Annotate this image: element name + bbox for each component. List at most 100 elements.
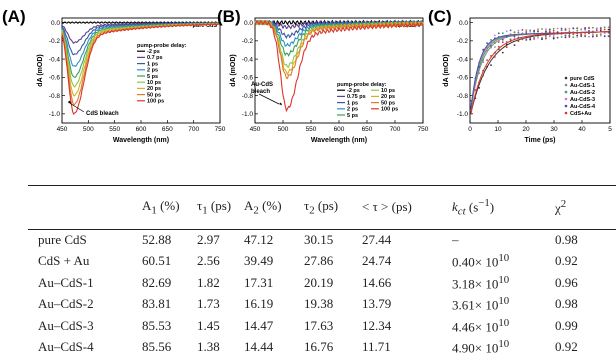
value-cell: 12.34 — [362, 315, 452, 337]
legend-entry: 2 ps — [347, 107, 358, 113]
x-tick-label: 20 — [522, 126, 530, 133]
x-tick-label: 10 — [494, 126, 502, 133]
data-point — [518, 40, 520, 42]
x-tick-label: 5 — [608, 126, 612, 133]
table-header-row: A1 (%)τ1 (ps)A2 (%)τ2 (ps)< τ > (ps)kct … — [28, 185, 595, 229]
data-point — [545, 28, 547, 30]
value-cell: 14.66 — [362, 272, 452, 294]
y-tick-label: 0.0 — [51, 20, 60, 27]
value-cell: 1.45 — [197, 315, 244, 337]
data-point — [588, 30, 590, 32]
x-tick-label: 650 — [162, 126, 173, 133]
data-point — [608, 26, 610, 28]
data-point — [553, 36, 555, 38]
y-tick-label: -0.2 — [49, 38, 61, 45]
legend-entry: 5 ps — [347, 113, 358, 119]
sample-name-cell: Au–CdS-3 — [28, 315, 142, 337]
column-header: τ2 (ps) — [304, 185, 362, 229]
data-point — [604, 26, 606, 28]
legend-entry: 50 ps — [381, 100, 395, 106]
data-point — [514, 31, 516, 33]
data-point — [569, 30, 571, 32]
annotation-arrow — [68, 102, 84, 112]
data-point — [549, 29, 551, 31]
data-point — [533, 38, 535, 40]
x-axis-title: Wavelength (nm) — [113, 137, 169, 144]
y-tick-label: -0.8 — [49, 93, 61, 100]
legend-entry: 0.75 ps — [347, 94, 366, 100]
value-cell: 30.15 — [304, 229, 362, 251]
legend-entry: 5 ps — [147, 74, 158, 80]
data-point — [510, 30, 512, 32]
data-point — [561, 34, 563, 36]
legend-marker — [565, 91, 568, 94]
legend-entry: 100 ps — [147, 99, 164, 105]
data-point — [525, 31, 527, 33]
legend-marker — [565, 98, 568, 101]
value-cell: 60.51 — [142, 251, 197, 273]
value-cell: 83.81 — [142, 294, 197, 316]
data-point — [490, 64, 492, 66]
data-point — [588, 36, 590, 38]
data-point — [565, 28, 567, 30]
x-tick-label: 30 — [550, 126, 558, 133]
value-cell: 2.56 — [197, 251, 244, 273]
value-cell: 17.63 — [304, 315, 362, 337]
sample-name-cell: pure CdS — [28, 229, 142, 251]
x-tick-label: 700 — [188, 126, 199, 133]
legend-entry: 2 ps — [147, 68, 158, 74]
x-tick-label: 550 — [306, 126, 317, 133]
y-axis-title: dA (mOD) — [230, 54, 237, 86]
x-tick-label: 40 — [578, 126, 586, 133]
data-point — [549, 31, 551, 33]
column-header: < τ > (ps) — [362, 185, 452, 229]
y-tick-label: -1.0 — [457, 111, 469, 118]
legend-entry: pure CdS — [570, 76, 595, 82]
data-point — [580, 29, 582, 31]
data-point — [502, 41, 504, 43]
y-tick-label: -0.8 — [457, 93, 469, 100]
data-point — [502, 52, 504, 54]
data-point — [576, 30, 578, 32]
data-point — [498, 40, 500, 42]
value-cell: 39.49 — [244, 251, 304, 273]
legend-title: pump-probe delay: — [337, 82, 387, 88]
x-tick-label: 700 — [390, 126, 401, 133]
data-point — [537, 30, 539, 32]
annotation-text: CdS bleach — [86, 111, 119, 117]
y-tick-label: -1.0 — [49, 111, 61, 118]
data-point — [600, 28, 602, 30]
data-point — [502, 32, 504, 34]
value-cell: 2.97 — [197, 229, 244, 251]
x-axis-title: Wavelength (nm) — [311, 137, 367, 144]
legend-title: pump-probe delay: — [137, 43, 187, 49]
data-point — [494, 42, 496, 44]
data-point — [541, 37, 543, 39]
sample-name-cell: Au–CdS-2 — [28, 294, 142, 316]
data-point — [549, 36, 551, 38]
data-point — [604, 35, 606, 37]
data-point — [522, 39, 524, 41]
data-point — [569, 28, 571, 30]
data-point — [572, 34, 574, 36]
y-tick-label: 0.0 — [244, 20, 253, 27]
data-point — [506, 36, 508, 38]
data-point — [561, 30, 563, 32]
value-cell: 24.74 — [362, 251, 452, 273]
data-point — [561, 28, 563, 30]
annotation-arrow — [259, 94, 279, 104]
data-point — [596, 36, 598, 38]
y-axis-title: dA (mOD) — [37, 54, 44, 86]
legend-entry: -2 ps — [347, 88, 360, 94]
x-axis-title: Time (ps) — [525, 137, 556, 144]
data-point — [537, 28, 539, 30]
y-tick-label: -0.2 — [242, 38, 254, 45]
panel-label: (C) — [428, 7, 452, 26]
data-point — [553, 34, 555, 36]
data-point — [572, 27, 574, 29]
column-header: τ1 (ps) — [197, 185, 244, 229]
data-point — [482, 75, 484, 77]
